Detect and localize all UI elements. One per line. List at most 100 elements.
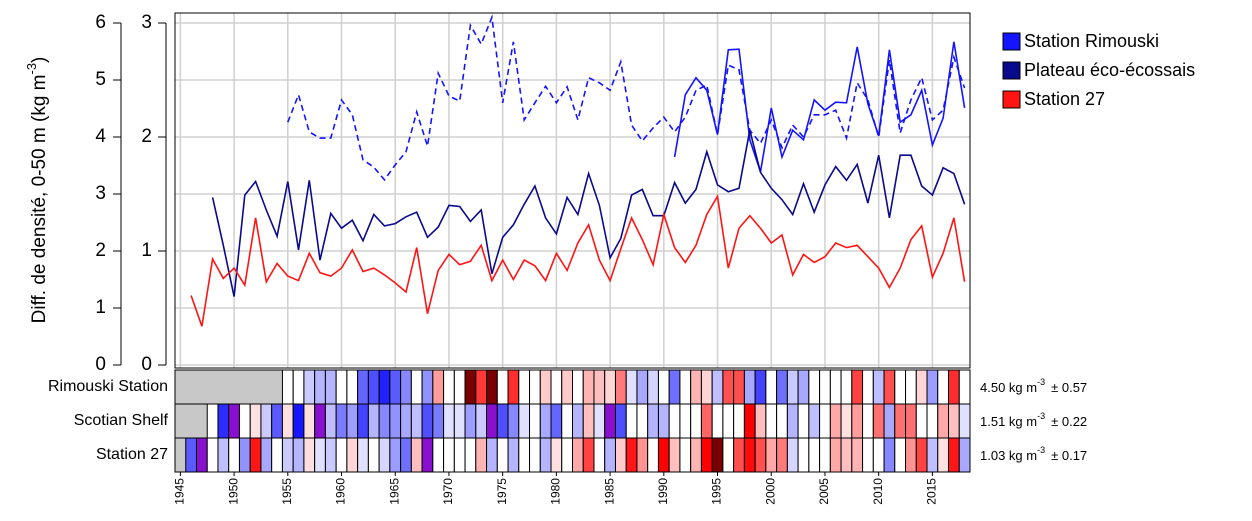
score-cell — [614, 403, 627, 439]
score-cell — [507, 403, 520, 439]
score-cell — [185, 437, 197, 473]
score-cell — [561, 437, 574, 473]
score-cell — [700, 437, 713, 473]
score-cell — [314, 403, 326, 439]
score-cell — [829, 437, 842, 473]
score-cell — [529, 369, 541, 405]
score-cell — [905, 369, 917, 405]
score-cell — [228, 403, 240, 439]
climatology-sd: ± 0.22 — [1051, 414, 1087, 429]
score-cell — [797, 403, 810, 439]
score-cell — [357, 403, 369, 439]
missing-cell — [185, 403, 197, 439]
score-cell — [786, 437, 799, 473]
missing-cell — [174, 403, 187, 439]
score-cell — [400, 437, 412, 473]
score-cell — [346, 403, 359, 439]
score-cell — [625, 403, 638, 439]
score-cell — [754, 369, 767, 405]
climatology-label: 1.03 kg m-3 ± 0.17 — [980, 445, 1087, 463]
y-axis-title-end: ) — [29, 57, 50, 63]
score-cell — [518, 369, 531, 405]
score-cell — [389, 437, 402, 473]
missing-cell — [174, 437, 187, 473]
score-cell — [561, 369, 574, 405]
x-tick-label: 1975 — [495, 478, 509, 505]
score-cell — [582, 369, 595, 405]
missing-cell — [228, 369, 240, 405]
score-cell — [303, 403, 316, 439]
score-cell — [572, 369, 584, 405]
legend-label: Plateau éco-écossais — [1024, 60, 1195, 80]
score-cell — [829, 369, 842, 405]
score-cell — [507, 369, 520, 405]
x-tick-label: 1955 — [280, 478, 294, 505]
score-cell — [539, 403, 552, 439]
x-tick-label: 1985 — [602, 478, 616, 505]
score-cell — [357, 369, 369, 405]
score-cell — [593, 437, 606, 473]
score-cell — [464, 437, 477, 473]
score-cell — [357, 437, 369, 473]
y2-tick-label: 1 — [141, 240, 152, 261]
data-line — [211, 130, 966, 297]
score-cell — [432, 369, 445, 405]
x-tick-label: 1990 — [656, 478, 670, 505]
plot-frame — [174, 12, 971, 369]
score-cell — [776, 369, 788, 405]
score-cell — [324, 403, 337, 439]
score-cell — [808, 437, 821, 473]
score-cell — [593, 403, 606, 439]
legend-label: Station 27 — [1024, 89, 1105, 109]
score-cell — [303, 437, 316, 473]
score-cell — [496, 369, 509, 405]
score-cell — [421, 369, 434, 405]
score-cell — [443, 369, 455, 405]
score-cell — [367, 437, 380, 473]
score-cell — [217, 403, 230, 439]
x-tick-label: 2005 — [817, 478, 831, 505]
score-cell — [722, 369, 735, 405]
score-cell — [400, 369, 412, 405]
x-tick-label: 2010 — [871, 478, 885, 505]
y-tick-label: 1 — [95, 297, 106, 318]
missing-cell — [206, 369, 219, 405]
y2-tick-label: 3 — [141, 12, 152, 33]
legend-swatch — [1002, 32, 1021, 51]
score-cell — [958, 403, 971, 439]
score-cell — [636, 403, 649, 439]
score-cell — [829, 403, 842, 439]
climatology-mean: 4.50 kg m — [980, 380, 1037, 395]
score-cell — [389, 403, 402, 439]
score-cell — [550, 403, 563, 439]
score-cell — [281, 403, 294, 439]
data-line — [287, 14, 966, 182]
score-cell — [443, 403, 455, 439]
score-cell — [292, 369, 305, 405]
score-cell — [819, 403, 831, 439]
score-cell — [819, 369, 831, 405]
score-cell — [292, 403, 305, 439]
score-cell — [539, 437, 552, 473]
score-cell — [679, 437, 692, 473]
score-cell — [324, 369, 337, 405]
score-cell — [711, 437, 724, 473]
x-tick-label: 2015 — [925, 478, 939, 505]
score-row-frame — [174, 437, 971, 473]
data-line — [673, 41, 966, 173]
y-tick-label: 0 — [95, 354, 106, 375]
score-cell — [700, 403, 713, 439]
score-cell — [743, 369, 756, 405]
score-cell — [486, 369, 498, 405]
score-cell — [550, 437, 563, 473]
score-cell — [335, 403, 348, 439]
score-row-label: Scotian Shelf — [74, 412, 169, 429]
score-cell — [948, 369, 960, 405]
score-cell — [668, 437, 681, 473]
score-cell — [271, 403, 283, 439]
score-cell — [894, 437, 907, 473]
score-cell — [292, 437, 305, 473]
score-cell — [518, 437, 531, 473]
score-cell — [722, 437, 735, 473]
score-cell — [464, 369, 477, 405]
